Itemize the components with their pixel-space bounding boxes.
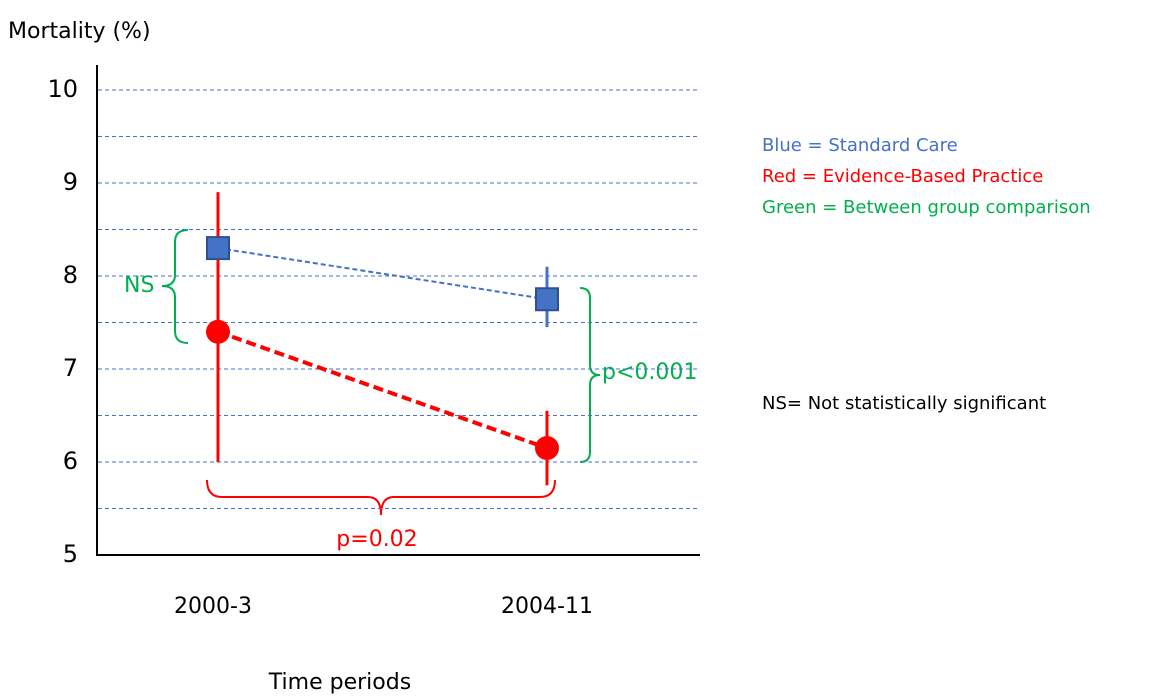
- y-tick-label: 5: [63, 540, 78, 568]
- series-line: [217, 247, 548, 301]
- legend-entry: Blue = Standard Care: [762, 135, 958, 156]
- p-bracket: [206, 479, 556, 516]
- x-axis-label: Time periods: [268, 670, 411, 695]
- marker: [535, 436, 559, 461]
- series-line: [217, 329, 548, 450]
- annotation: p<0.001: [602, 360, 697, 385]
- x-tick-label: 2004-11: [501, 594, 593, 619]
- chart-title: Mortality (%): [8, 19, 151, 44]
- x-tick-label: 2000-3: [174, 594, 252, 619]
- note: NS= Not statistically significant: [762, 393, 1046, 414]
- y-tick-label: 7: [63, 354, 78, 382]
- y-tick-label: 10: [47, 75, 78, 103]
- y-tick-label: 9: [63, 168, 78, 196]
- annotation: NS: [124, 273, 154, 298]
- marker: [206, 236, 230, 261]
- y-tick-label: 8: [63, 261, 78, 289]
- y-tick-label: 6: [63, 447, 78, 475]
- ns-bracket: [161, 229, 189, 344]
- marker: [535, 287, 559, 312]
- legend-entry: Green = Between group comparison: [762, 197, 1091, 218]
- legend-entry: Red = Evidence-Based Practice: [762, 166, 1043, 187]
- marker: [206, 319, 230, 344]
- annotation: p=0.02: [336, 527, 417, 552]
- p-bracket: [579, 287, 601, 463]
